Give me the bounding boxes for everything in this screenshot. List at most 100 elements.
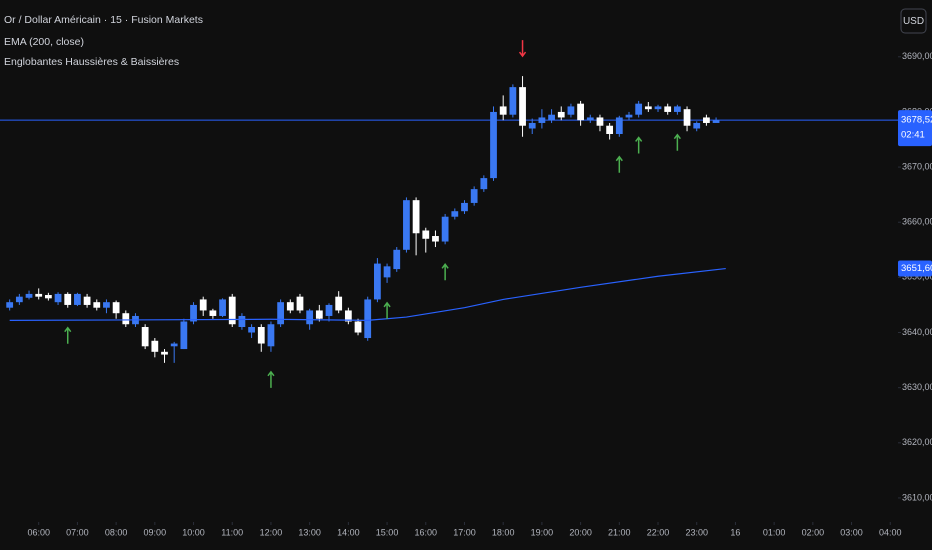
x-tick-label: 13:00: [298, 527, 321, 537]
candle-body: [180, 321, 188, 350]
candle-body: [403, 200, 410, 250]
candle-body: [538, 117, 546, 123]
candle-body: [44, 295, 52, 299]
candle-body: [480, 178, 488, 190]
candle-body: [490, 111, 497, 179]
candle-body: [567, 106, 575, 115]
x-tick-label: 03:00: [840, 527, 863, 537]
candle-body: [54, 293, 62, 303]
candle-body: [267, 324, 275, 347]
candle-body: [93, 302, 101, 308]
last-price-label: 3678,52: [901, 115, 932, 126]
x-tick-label: 18:00: [492, 527, 515, 537]
candle-body: [219, 299, 226, 316]
candle-body: [248, 326, 255, 333]
candle-body: [238, 315, 246, 327]
y-tick-label: 3670,00: [902, 161, 932, 171]
candle-body: [286, 302, 294, 311]
y-tick-label: 3650,00: [902, 272, 932, 282]
candle-body: [74, 293, 81, 305]
x-tick-label: 16:00: [415, 527, 438, 537]
candle-body: [586, 117, 594, 121]
candle-body: [509, 87, 517, 115]
candle-body: [6, 302, 14, 308]
candle-body: [412, 200, 420, 234]
candle-body: [83, 296, 91, 305]
candle-body: [277, 302, 285, 325]
chart-title: Or / Dollar Américain · 15 · Fusion Mark…: [4, 14, 203, 26]
candle-body: [703, 117, 710, 123]
signal-arrow: [383, 301, 391, 319]
x-tick-label: 14:00: [337, 527, 360, 537]
signal-arrow: [64, 326, 72, 344]
ema-tag-label: 3651,60: [901, 263, 932, 274]
candle-body: [644, 106, 652, 110]
signal-arrow: [267, 370, 275, 388]
candle-body: [325, 304, 333, 316]
candle-body: [374, 263, 381, 300]
countdown-label: 02:41: [901, 130, 925, 141]
candle-body: [306, 310, 314, 325]
currency-button[interactable]: [900, 8, 927, 34]
x-tick-label: 22:00: [647, 527, 670, 537]
currency-label[interactable]: USD: [903, 16, 924, 27]
signal-arrow: [518, 40, 527, 58]
candle-body: [441, 216, 449, 242]
candle-body: [557, 111, 565, 118]
x-tick-label: 23:00: [685, 527, 708, 537]
candle-body: [141, 326, 149, 347]
x-tick-label: 10:00: [182, 527, 205, 537]
x-tick-label: 12:00: [260, 527, 283, 537]
candle-body: [548, 114, 555, 121]
signal-arrow: [635, 136, 643, 154]
ema-line: [9, 267, 726, 321]
signal-arrow-shape: [635, 136, 643, 154]
x-tick-label: 21:00: [608, 527, 631, 537]
candle-body: [170, 343, 178, 347]
x-tick-label: 04:00: [879, 527, 902, 537]
candle-body: [461, 202, 468, 212]
x-tick-label: 08:00: [105, 527, 128, 537]
x-tick-label: 06:00: [27, 527, 50, 537]
candle-body: [383, 266, 391, 278]
indicator-legend: Englobantes Haussières & Baissières: [4, 56, 179, 68]
candle-body: [103, 302, 110, 308]
signal-arrow: [441, 263, 449, 281]
y-tick-label: 3640,00: [902, 327, 932, 337]
x-tick-label: 09:00: [144, 527, 167, 537]
x-tick-label: 01:00: [763, 527, 786, 537]
y-tick-label: 3660,00: [902, 217, 932, 227]
candle-body: [296, 296, 304, 311]
ema-tag: [898, 260, 932, 277]
candle-body: [354, 321, 362, 333]
candle-body: [712, 120, 720, 123]
signal-arrow-shape: [441, 263, 449, 281]
x-tick-label: 02:00: [802, 527, 825, 537]
x-tick-label: 15:00: [376, 527, 399, 537]
ema-legend: EMA (200, close): [4, 36, 84, 48]
candle-body: [577, 103, 584, 121]
candle-body: [112, 302, 120, 314]
candle-body: [683, 109, 691, 126]
candle-body: [364, 299, 372, 339]
candle-body: [35, 293, 43, 297]
x-tick-label: 16: [730, 527, 740, 537]
x-tick-label: 17:00: [453, 527, 476, 537]
candle-body: [664, 106, 672, 112]
candle-body: [228, 296, 236, 325]
signal-arrow: [615, 155, 623, 173]
candle-body: [161, 351, 168, 355]
signal-arrow-shape: [64, 326, 72, 344]
last-price-tag: [898, 110, 932, 147]
candle-body: [257, 326, 265, 344]
candle-body: [25, 293, 33, 298]
candle-body: [209, 310, 217, 316]
candle-body: [596, 117, 604, 126]
candle-body: [451, 211, 459, 217]
signal-arrow-shape: [383, 301, 391, 319]
signal-arrow-shape: [267, 370, 275, 388]
candle-body: [635, 103, 643, 115]
candle-body: [190, 304, 197, 322]
